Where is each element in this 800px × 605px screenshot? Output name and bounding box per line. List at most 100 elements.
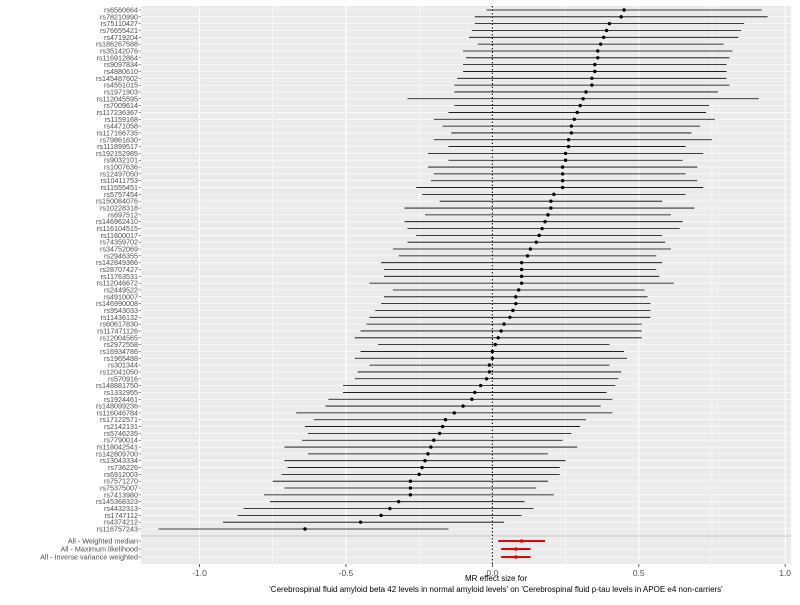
snp-label: rs78210990 <box>100 12 138 21</box>
snp-label: rs4910007 <box>104 292 138 301</box>
snp-label: rs118042541 <box>97 443 138 452</box>
snp-label: rs4551015 <box>104 81 138 90</box>
snp-label: rs12497050 <box>100 169 138 178</box>
snp-label: rs145487602 <box>96 74 138 83</box>
snp-label: rs16934786 <box>100 347 138 356</box>
snp-label: rs1747112 <box>105 511 138 520</box>
snp-point <box>593 69 597 74</box>
snp-point <box>423 459 427 463</box>
snp-point <box>452 411 456 415</box>
snp-point <box>584 90 588 94</box>
snp-label: rs7571270 <box>104 477 138 486</box>
snp-label: rs570916 <box>108 374 138 383</box>
snp-label: rs75110427 <box>101 19 138 28</box>
snp-label: rs1971903 <box>104 87 138 96</box>
snp-point <box>519 281 524 285</box>
summary-point <box>513 555 518 559</box>
snp-point <box>604 28 609 33</box>
snp-label: rs150084076 <box>96 197 138 206</box>
snp-label: rs4374212 <box>104 518 138 527</box>
snp-point <box>502 322 506 326</box>
snp-label: rs112045595 <box>97 94 138 103</box>
snp-label: rs9032101 <box>104 156 138 165</box>
snp-label: rs116104515 <box>97 224 138 233</box>
snp-label: rs117236367 <box>97 108 138 117</box>
snp-point <box>566 138 571 142</box>
snp-label: rs11436132 <box>101 313 138 322</box>
snp-point <box>601 35 606 40</box>
snp-point <box>396 499 401 504</box>
snp-label: rs697512 <box>108 210 138 219</box>
snp-label: rs79861630 <box>100 135 138 144</box>
snp-point <box>429 445 433 449</box>
snp-label: rs12041050 <box>100 367 138 376</box>
snp-label: rs146962410 <box>96 217 138 226</box>
snp-label: rs1332955 <box>104 388 138 397</box>
x-tick-label: -1.0 <box>192 568 207 578</box>
snp-point <box>560 165 565 169</box>
snp-label: rs4719204 <box>104 33 138 42</box>
snp-point <box>540 226 544 231</box>
y-axis-labels: rs6560664rs78210990rs75110427rs76655421r… <box>40 6 141 562</box>
snp-label: rs10228318 <box>100 204 138 213</box>
estimate-marks <box>158 8 768 559</box>
snp-point <box>514 301 518 306</box>
snp-point <box>408 493 413 497</box>
snp-point <box>581 97 585 101</box>
snp-label: rs9543033 <box>104 306 138 315</box>
snp-point <box>543 219 547 224</box>
snp-label: rs17122571 <box>100 415 138 424</box>
snp-point <box>484 377 489 381</box>
snp-label: rs5757454 <box>104 190 138 199</box>
snp-label: rs74359702 <box>100 238 138 247</box>
x-axis: -1.0 -0.5 0.0 0.5 1.0 <box>192 564 791 578</box>
snp-point <box>426 452 430 456</box>
snp-point <box>461 404 465 408</box>
snp-point <box>496 336 500 340</box>
snp-point <box>566 144 571 149</box>
snp-label: rs1007636 <box>104 163 138 172</box>
snp-point <box>379 513 383 518</box>
snp-point <box>607 21 612 26</box>
snp-point <box>303 527 307 531</box>
snp-label: rs11600017 <box>101 231 138 240</box>
x-axis-label-line-1: MR effect size for <box>465 574 527 583</box>
snp-label: rs142809700 <box>96 449 138 458</box>
snp-point <box>490 356 495 360</box>
snp-point <box>534 240 538 244</box>
snp-label: rs4880610 <box>104 67 138 76</box>
snp-point <box>388 506 392 511</box>
snp-point <box>519 260 524 265</box>
snp-label: rs11763531 <box>101 272 138 281</box>
snp-point <box>517 288 521 292</box>
snp-point <box>549 206 553 210</box>
snp-point <box>572 117 577 121</box>
snp-label: rs2449522 <box>104 285 138 294</box>
snp-label: rs34752069 <box>100 245 138 254</box>
snp-point <box>563 151 568 156</box>
snp-point <box>490 349 495 354</box>
snp-label: rs35142076 <box>100 46 138 55</box>
snp-point <box>590 83 594 87</box>
snp-label: rs192152985 <box>96 149 138 158</box>
snp-point <box>417 472 421 477</box>
snp-label: rs117471126 <box>97 326 138 335</box>
x-axis-label-line-2: 'Cerebrospinal fluid amyloid beta 42 lev… <box>269 585 723 594</box>
snp-label: rs7009614 <box>104 101 138 110</box>
snp-label: rs76655421 <box>100 26 138 35</box>
snp-point <box>560 185 565 190</box>
snp-label: rs4432313 <box>104 504 138 513</box>
snp-point <box>552 192 556 197</box>
snp-label: rs186267588 <box>96 40 138 49</box>
snp-label: rs75375007 <box>100 484 138 493</box>
snp-point <box>569 131 574 135</box>
x-tick-label: 0.0 <box>486 568 498 578</box>
snp-label: rs4471058 <box>104 122 138 131</box>
x-tick-label: -0.5 <box>339 568 354 578</box>
snp-point <box>408 486 413 490</box>
snp-label: rs2142131 <box>104 422 138 431</box>
snp-label: rs6912003 <box>104 470 138 479</box>
snp-label: rs9097834 <box>104 60 138 69</box>
